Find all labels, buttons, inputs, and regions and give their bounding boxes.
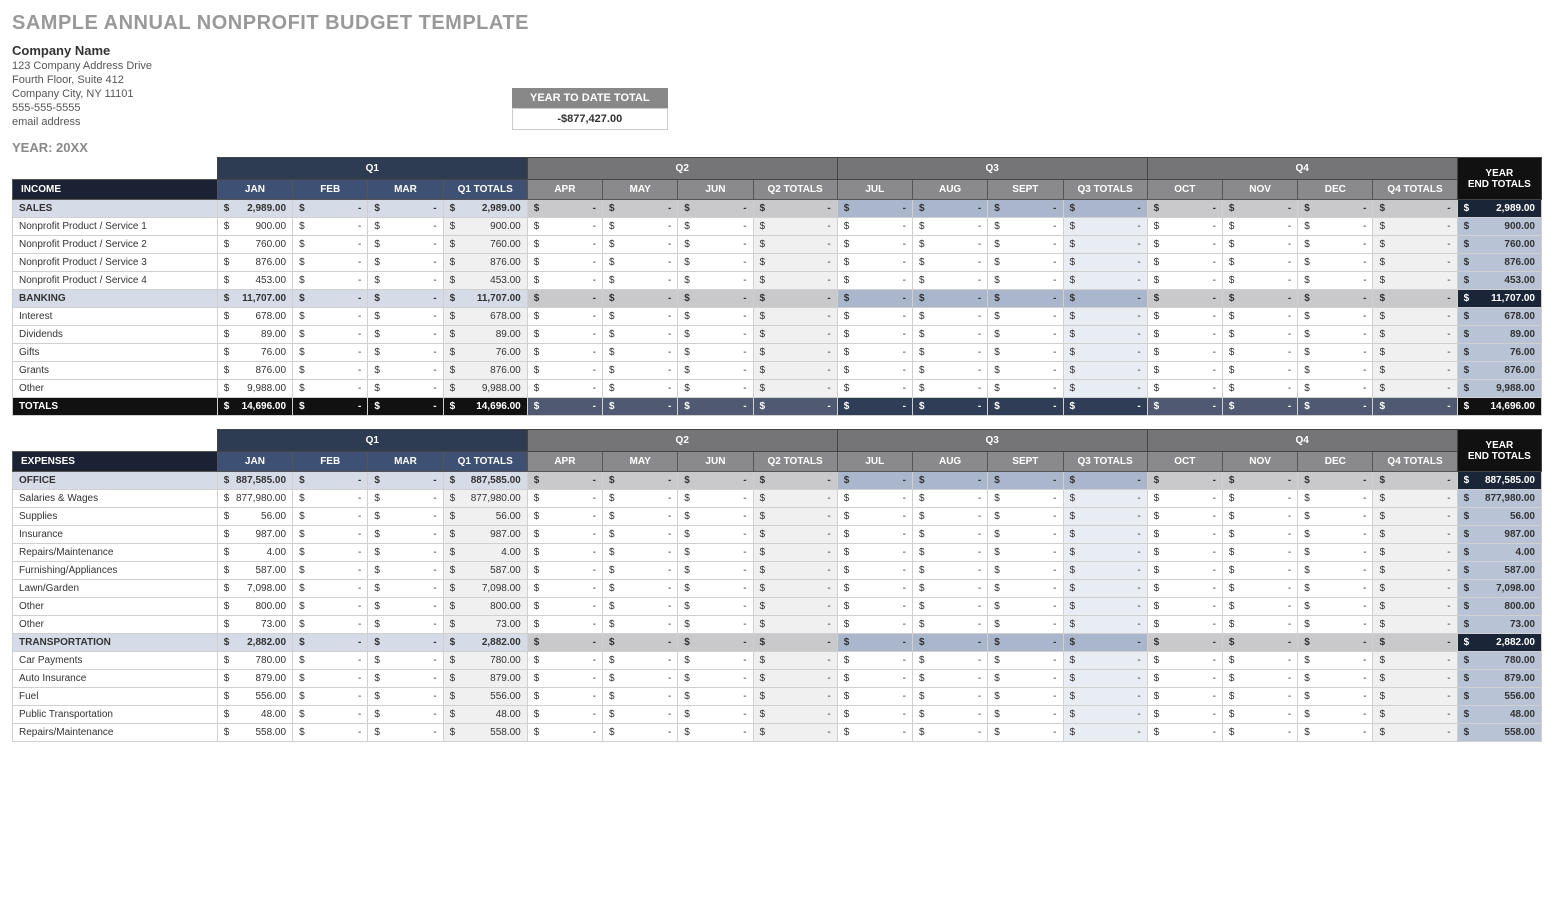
detail-row: Other$9,988.00$-$-$9,988.00$-$-$-$-$-$-$… [13,380,1542,398]
detail-row: Nonprofit Product / Service 1$900.00$-$-… [13,218,1542,236]
ytd-box: YEAR TO DATE TOTAL -$877,427.00 [512,88,668,130]
detail-row: Nonprofit Product / Service 2$760.00$-$-… [13,236,1542,254]
month-header-row: INCOMEJANFEBMARQ1 TOTALSAPRMAYJUNQ2 TOTA… [13,180,1542,200]
detail-row: Dividends$89.00$-$-$89.00$-$-$-$-$-$-$-$… [13,326,1542,344]
company-name: Company Name [12,43,512,58]
detail-row: Nonprofit Product / Service 3$876.00$-$-… [13,254,1542,272]
detail-row: Other$73.00$-$-$73.00$-$-$-$-$-$-$-$-$-$… [13,616,1542,634]
subtotal-row: TRANSPORTATION$2,882.00$-$-$2,882.00$-$-… [13,634,1542,652]
detail-row: Auto Insurance$879.00$-$-$879.00$-$-$-$-… [13,670,1542,688]
totals-row: TOTALS$14,696.00$-$-$14,696.00$-$-$-$-$-… [13,398,1542,416]
company-info-line: 555-555-5555 [12,102,512,114]
ytd-value: -$877,427.00 [512,108,668,130]
detail-row: Gifts$76.00$-$-$76.00$-$-$-$-$-$-$-$-$-$… [13,344,1542,362]
company-info-line: 123 Company Address Drive [12,60,512,72]
detail-row: Repairs/Maintenance$4.00$-$-$4.00$-$-$-$… [13,544,1542,562]
quarter-header-row: Q1Q2Q3Q4YEAREND TOTALS [13,158,1542,180]
detail-row: Grants$876.00$-$-$876.00$-$-$-$-$-$-$-$-… [13,362,1542,380]
subtotal-row: OFFICE$887,585.00$-$-$887,585.00$-$-$-$-… [13,472,1542,490]
subtotal-row: BANKING$11,707.00$-$-$11,707.00$-$-$-$-$… [13,290,1542,308]
detail-row: Lawn/Garden$7,098.00$-$-$7,098.00$-$-$-$… [13,580,1542,598]
detail-row: Salaries & Wages$877,980.00$-$-$877,980.… [13,490,1542,508]
quarter-header-row: Q1Q2Q3Q4YEAREND TOTALS [13,430,1542,452]
detail-row: Supplies$56.00$-$-$56.00$-$-$-$-$-$-$-$-… [13,508,1542,526]
detail-row: Other$800.00$-$-$800.00$-$-$-$-$-$-$-$-$… [13,598,1542,616]
month-header-row: EXPENSESJANFEBMARQ1 TOTALSAPRMAYJUNQ2 TO… [13,452,1542,472]
page-title: SAMPLE ANNUAL NONPROFIT BUDGET TEMPLATE [12,12,1542,35]
detail-row: Fuel$556.00$-$-$556.00$-$-$-$-$-$-$-$-$-… [13,688,1542,706]
company-info-line: email address [12,116,512,128]
detail-row: Nonprofit Product / Service 4$453.00$-$-… [13,272,1542,290]
company-info-line: Company City, NY 11101 [12,88,512,100]
detail-row: Repairs/Maintenance$558.00$-$-$558.00$-$… [13,724,1542,742]
header: Company Name 123 Company Address Drive Fo… [12,43,1542,130]
detail-row: Car Payments$780.00$-$-$780.00$-$-$-$-$-… [13,652,1542,670]
company-info-line: Fourth Floor, Suite 412 [12,74,512,86]
subtotal-row: SALES$2,989.00$-$-$2,989.00$-$-$-$-$-$-$… [13,200,1542,218]
year-label: YEAR: 20XX [12,140,1542,155]
detail-row: Interest$678.00$-$-$678.00$-$-$-$-$-$-$-… [13,308,1542,326]
ytd-label: YEAR TO DATE TOTAL [512,88,668,108]
budget-table: Q1Q2Q3Q4YEAREND TOTALSINCOMEJANFEBMARQ1 … [12,157,1542,742]
detail-row: Insurance$987.00$-$-$987.00$-$-$-$-$-$-$… [13,526,1542,544]
detail-row: Furnishing/Appliances$587.00$-$-$587.00$… [13,562,1542,580]
company-info: Company Name 123 Company Address Drive Fo… [12,43,512,130]
detail-row: Public Transportation$48.00$-$-$48.00$-$… [13,706,1542,724]
